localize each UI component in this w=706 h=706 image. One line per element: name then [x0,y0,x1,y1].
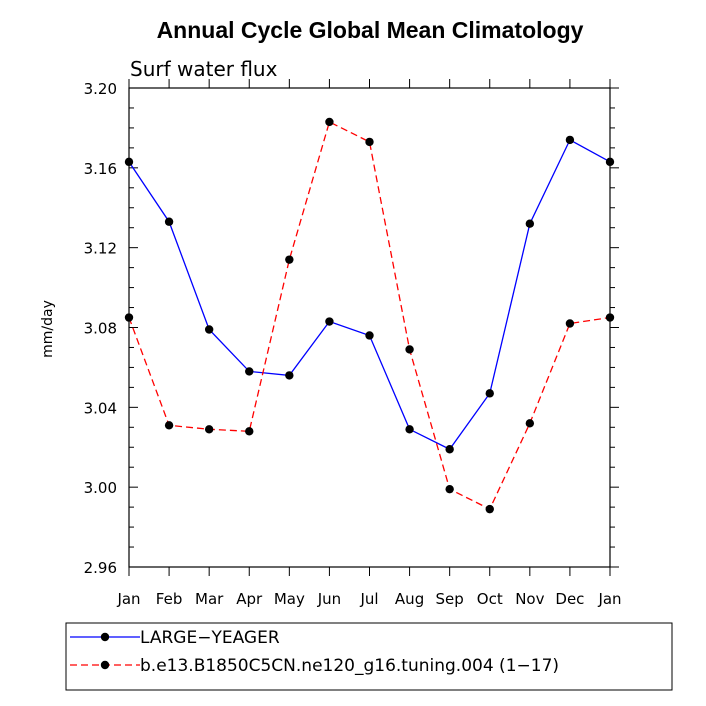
series-2-point [245,427,254,436]
x-tick-label: Jan [597,590,621,608]
chart-title: Annual Cycle Global Mean Climatology [157,17,584,43]
series-1-point [285,371,294,380]
series-1-point [365,331,374,340]
legend-marker-1 [100,632,110,642]
legend-label-2: b.e13.B1850C5CN.ne120_g16.tuning.004 (1−… [140,656,559,676]
series-line-2 [128,121,611,510]
x-tick-label: Nov [515,590,544,608]
x-tick-label: Jan [116,590,140,608]
y-tick-label: 3.16 [84,160,117,178]
series-group [124,117,615,514]
series-1-point [605,157,615,167]
legend-box [65,622,673,691]
x-tick-label: Apr [236,590,263,608]
series-2-point [164,421,174,430]
x-tick-label: May [274,590,305,608]
series-2-point [285,255,294,264]
x-tick-label: Dec [555,590,584,608]
series-1-point [325,317,334,326]
y-tick-label: 3.00 [84,479,117,497]
axes-ticks-group: Jan Feb Mar Apr May Jun Jul Aug Sep Oct Nov Dec Jan 2… [84,79,622,608]
series-2-point [445,484,454,494]
y-tick-label: 2.96 [84,559,117,577]
y-axis-label: mm/day [40,300,56,358]
legend-group: LARGE−YEAGER b.e13.B1850C5CN.ne120_g16.tu… [70,628,559,676]
series-1-point [245,367,254,376]
series-2-point [405,345,414,354]
series-2-point [605,313,615,322]
plot-frame [128,87,611,568]
series-1-point [124,157,134,167]
series-1-point [525,219,535,228]
y-tick-label: 3.12 [84,240,117,258]
y-tick-label: 3.08 [84,320,117,338]
series-1-point [164,217,174,226]
legend-label-1: LARGE−YEAGER [140,628,280,648]
series-1-point [204,325,214,334]
series-2-point [204,425,214,434]
x-tick-label: Sep [436,590,464,608]
series-2-point [325,117,334,127]
series-2-point [565,319,575,328]
series-2-point [124,313,134,322]
legend-marker-2 [100,660,110,670]
x-tick-label: Jul [359,590,378,608]
x-tick-label: Oct [477,590,503,608]
series-1-point [445,445,454,454]
x-tick-label: Aug [395,590,424,608]
series-2-point [365,137,374,147]
series-2-point [525,419,535,428]
x-tick-label: Jun [317,590,341,608]
series-1-point [565,135,575,145]
y-tick-label: 3.04 [84,399,117,417]
series-1-point [405,425,414,434]
y-tick-label: 3.20 [84,80,117,98]
x-tick-label: Mar [195,590,224,608]
chart-subtitle: Surf water flux [130,57,278,81]
series-1-point [485,389,494,398]
series-2-point [485,504,494,514]
x-tick-label: Feb [156,590,183,608]
